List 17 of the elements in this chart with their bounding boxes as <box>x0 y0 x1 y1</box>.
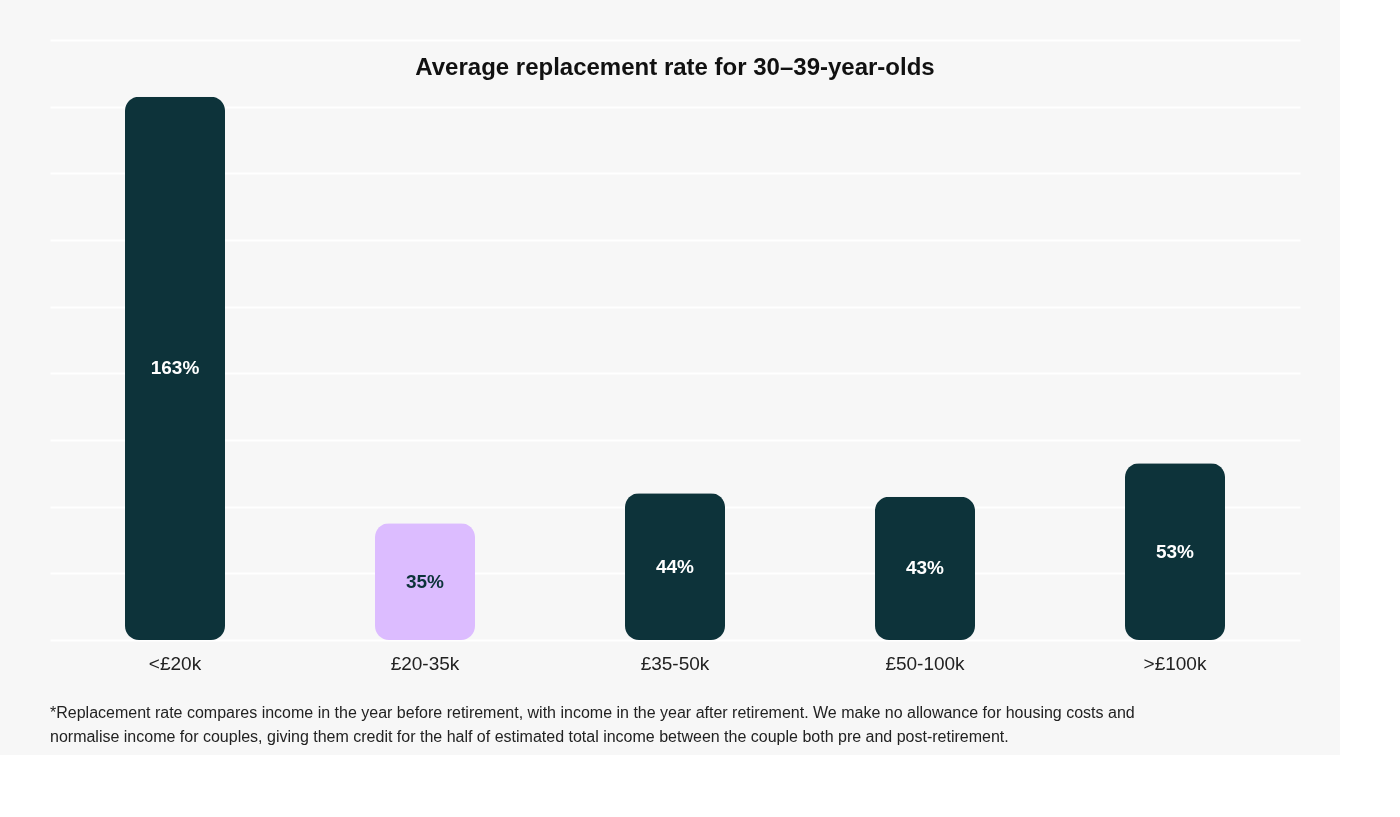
bar <box>625 493 725 640</box>
data-label: 35% <box>405 570 445 592</box>
chart-title: Average replacement rate for 30–39-year-olds <box>415 53 935 80</box>
x-tick-label: £50-100k <box>885 652 966 674</box>
data-label: 44% <box>655 555 695 577</box>
bar <box>1125 463 1225 640</box>
x-tick-label: £35-50k <box>640 652 710 674</box>
x-tick-label: <£20k <box>148 652 202 674</box>
bar <box>875 496 975 640</box>
data-label: 43% <box>905 557 945 579</box>
bar <box>375 523 475 640</box>
text: *Replacement rate compares income in the year before retirement, with income in the year after retirement. We make no allowance for housing costs and normalise income for couples, giving them credit for the half of estimated total income between the couple both pre and post-retirement. <box>50 704 1135 745</box>
data-label: 163% <box>150 357 200 379</box>
bar <box>125 96 225 640</box>
data-label: 53% <box>1155 540 1195 562</box>
x-tick-label: >£100k <box>1143 652 1207 674</box>
x-tick-label: £20-35k <box>390 652 460 674</box>
